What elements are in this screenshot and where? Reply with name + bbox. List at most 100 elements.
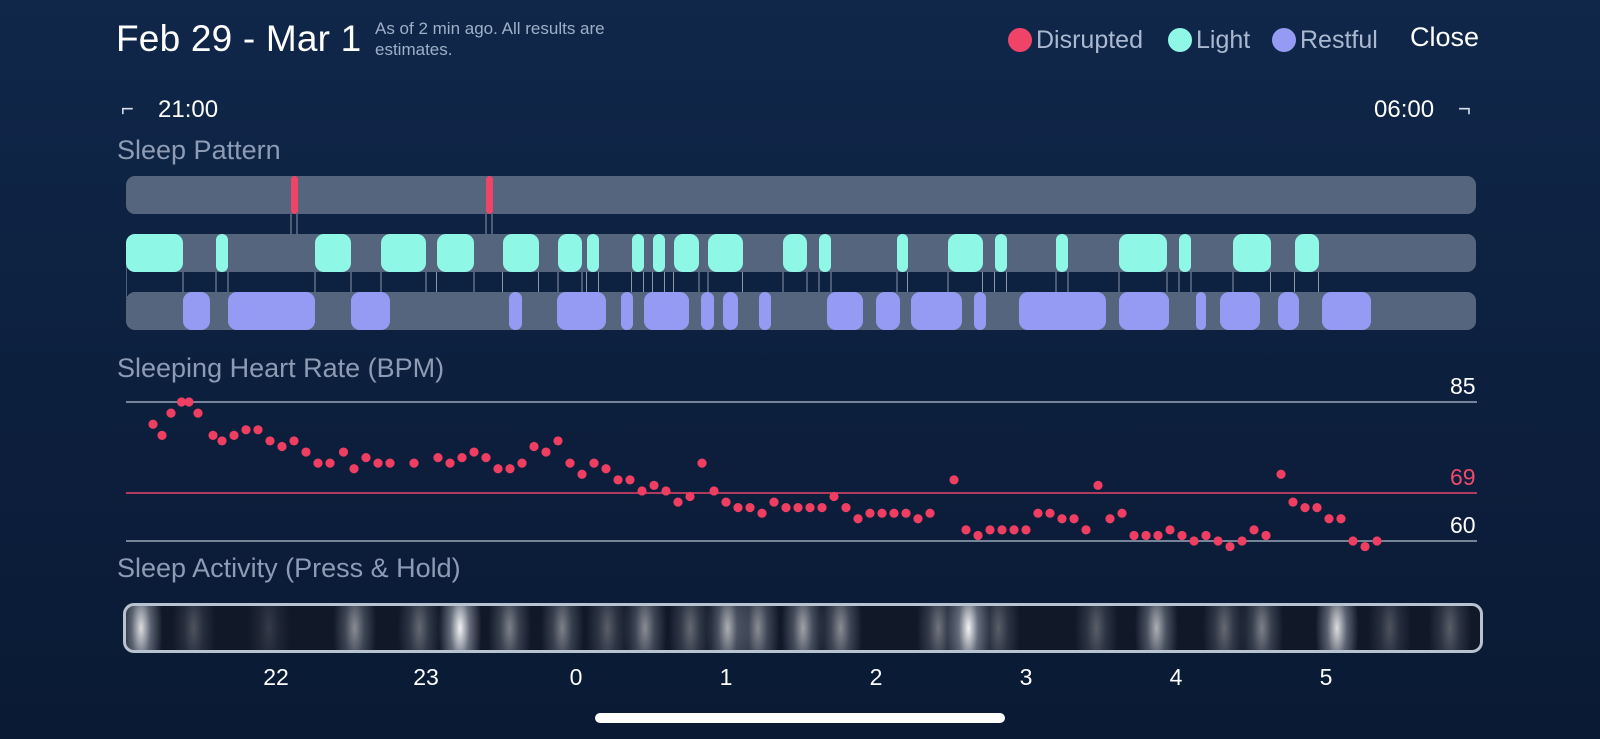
heart-rate-point: [1141, 530, 1151, 541]
heart-rate-point: [673, 497, 683, 507]
disrupted-segments: [126, 176, 1476, 214]
light-segment: [1119, 234, 1167, 272]
restful-segment: [876, 292, 900, 330]
disrupted-dot-icon: [1008, 28, 1032, 52]
restful-dot-icon: [1272, 28, 1296, 52]
light-segment: [652, 234, 665, 272]
light-segments: [126, 234, 1476, 272]
date-range-title: Feb 29 - Mar 1: [116, 18, 362, 59]
heart-rate-point: [877, 508, 887, 518]
axis-tick: 23: [413, 664, 439, 690]
light-segment: [1233, 234, 1271, 272]
heart-rate-plot: [126, 397, 1477, 552]
sleep-pattern-chart[interactable]: [126, 170, 1476, 332]
heart-rate-point: [1213, 536, 1223, 546]
heart-rate-point: [373, 458, 383, 468]
light-segment: [1056, 234, 1068, 272]
restful-segment: [556, 292, 606, 330]
heart-rate-point: [1081, 525, 1091, 535]
restful-segment: [1278, 292, 1299, 330]
heart-rate-point: [1324, 514, 1334, 524]
restful-segment: [1321, 292, 1371, 330]
light-segment: [502, 234, 539, 272]
heart-rate-point: [457, 453, 467, 463]
heart-rate-point: [925, 508, 935, 518]
heart-rate-point: [1165, 525, 1175, 535]
heart-rate-point: [745, 503, 755, 513]
heart-rate-point: [313, 458, 323, 468]
restful-segment: [910, 292, 962, 330]
restful-segment: [759, 292, 771, 330]
axis-tick: 22: [263, 664, 289, 690]
heart-rate-point: [1177, 530, 1187, 541]
light-segment: [558, 234, 582, 272]
estimate-status-text: As of 2 min ago. All results are estimat…: [375, 19, 605, 59]
heart-rate-point: [338, 447, 349, 457]
sleep-activity-strip[interactable]: [123, 603, 1483, 653]
heart-rate-point: [217, 436, 227, 446]
home-indicator[interactable]: [595, 713, 1005, 723]
heart-rate-point: [913, 514, 923, 524]
heart-rate-point: [1009, 525, 1019, 535]
heart-rate-point: [541, 447, 551, 457]
restful-segment: [973, 292, 986, 330]
heart-rate-point: [985, 525, 995, 535]
disrupted-segment: [486, 176, 493, 214]
restful-segment: [228, 292, 315, 330]
heart-rate-point: [1300, 503, 1310, 513]
light-segment: [994, 234, 1007, 272]
heart-rate-point: [793, 503, 803, 513]
axis-tick: 0: [569, 664, 583, 690]
close-button[interactable]: Close: [1410, 22, 1480, 52]
legend-light-label: Light: [1196, 25, 1251, 54]
heart-rate-point: [289, 436, 299, 446]
light-segment: [216, 234, 228, 272]
heart-rate-point: [166, 408, 176, 418]
heart-rate-point: [1189, 536, 1199, 546]
heart-rate-point: [361, 453, 371, 463]
light-segment: [631, 234, 644, 272]
heart-rate-point: [553, 436, 563, 446]
heart-rate-point: [148, 419, 158, 429]
heart-rate-point: [433, 453, 443, 463]
heart-rate-point: [601, 464, 611, 474]
heart-rate-point: [649, 480, 659, 490]
heart-rate-point: [385, 458, 395, 468]
heart-rate-point: [865, 508, 875, 518]
restful-segments: [126, 292, 1476, 330]
start-bracket-icon: ⌐: [121, 96, 134, 121]
light-segment: [783, 234, 807, 272]
light-segment: [315, 234, 351, 272]
light-segment: [381, 234, 426, 272]
heart-rate-point: [1276, 469, 1286, 479]
heart-rate-point: [685, 491, 695, 502]
light-segment: [897, 234, 908, 272]
restful-segment: [1219, 292, 1260, 330]
heart-rate-point: [1069, 514, 1079, 524]
heart-rate-point: [625, 475, 635, 485]
heart-rate-point: [589, 458, 599, 468]
heart-rate-point: [841, 503, 851, 513]
heart-rate-point: [613, 475, 623, 485]
light-segment: [1179, 234, 1191, 272]
light-segment: [708, 234, 743, 272]
heart-rate-point: [325, 458, 335, 468]
heart-rate-point: [1105, 514, 1115, 524]
light-segment: [673, 234, 699, 272]
light-segment: [436, 234, 474, 272]
heart-rate-point: [253, 425, 263, 435]
timeline-end: 06:00: [1374, 96, 1435, 123]
axis-tick: 3: [1019, 664, 1033, 690]
sleep-pattern-title: Sleep Pattern: [117, 135, 281, 165]
end-bracket-icon: ¬: [1458, 96, 1471, 121]
heart-rate-point: [577, 469, 587, 479]
legend-restful: Restful: [1272, 22, 1378, 58]
heart-rate-point: [1033, 508, 1043, 518]
axis-tick: 2: [869, 664, 883, 690]
heart-rate-point: [1057, 514, 1067, 524]
hr-avg-label: 69: [1450, 464, 1476, 490]
heart-rate-point: [301, 447, 311, 457]
heart-rate-point: [769, 497, 779, 507]
heart-rate-chart[interactable]: 85 69 60: [126, 373, 1486, 555]
restful-segment: [700, 292, 714, 330]
